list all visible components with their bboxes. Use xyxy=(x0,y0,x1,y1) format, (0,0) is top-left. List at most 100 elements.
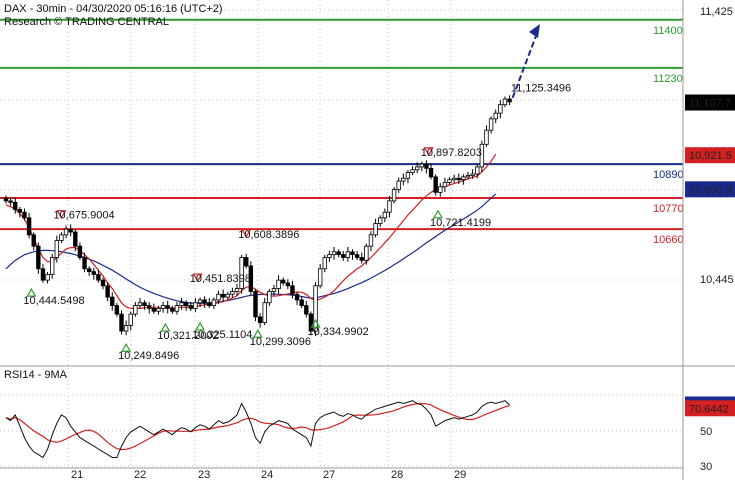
swing-low-marker xyxy=(160,322,171,332)
price-tag-label: 10,800.9 xyxy=(689,184,732,196)
candle-body xyxy=(451,177,457,181)
candle-body xyxy=(438,186,443,193)
candle-body xyxy=(77,245,83,258)
level-label: 11400 xyxy=(653,25,683,37)
candle-body xyxy=(364,245,369,261)
candle-body xyxy=(401,177,406,182)
candle-body xyxy=(502,98,508,106)
candle-body xyxy=(193,302,198,309)
candle-body xyxy=(96,274,101,281)
candle-body xyxy=(114,305,120,315)
swing-low-marker xyxy=(121,343,132,352)
candle-body xyxy=(493,112,498,120)
candle-body xyxy=(428,167,434,178)
rsi-panel: 73.321570.6442 xyxy=(5,396,735,459)
ma-slow-line xyxy=(5,193,497,304)
swing-low-marker xyxy=(195,321,206,331)
candle-body xyxy=(382,211,388,219)
candle-body xyxy=(174,305,180,312)
price-tag-label: 11,107.7 xyxy=(689,98,731,110)
price-tag-label: 10,921.5 xyxy=(689,150,732,162)
forecast-arrow-head xyxy=(529,24,540,38)
candle-body xyxy=(368,234,374,247)
candle-body xyxy=(225,293,230,298)
rsi-tick-label: 50 xyxy=(700,426,712,438)
candle-body xyxy=(40,268,46,281)
candle-body xyxy=(465,175,471,178)
forecast-arrow-shaft xyxy=(511,35,537,99)
candle-body xyxy=(156,308,161,312)
candle-body xyxy=(8,200,13,203)
x-tick-label: 29 xyxy=(454,469,466,480)
price-annotation: 10,608.3896 xyxy=(238,229,299,241)
candle-body xyxy=(142,302,147,306)
candle-body xyxy=(442,182,448,188)
candle-body xyxy=(294,293,300,301)
candle-body xyxy=(271,288,277,292)
price-annotation: 10,721.4199 xyxy=(430,217,491,229)
candle-body xyxy=(17,208,23,213)
forecast-arrow xyxy=(511,24,540,99)
swing-low-marker xyxy=(26,287,37,297)
candle-body xyxy=(419,163,424,168)
level-label: 10660 xyxy=(653,234,684,246)
candle-body xyxy=(234,288,240,292)
candle-body xyxy=(63,228,69,236)
price-annotation: 10,249.8496 xyxy=(118,350,179,362)
price-annotation: 10,334.9902 xyxy=(308,326,369,338)
price-annotation: 10,451.8398 xyxy=(190,273,251,285)
candle-body xyxy=(248,265,254,292)
support-resistance-levels: 11400 11230 10890 10770 10660 xyxy=(0,18,684,246)
candle-body xyxy=(461,176,466,181)
candle-body xyxy=(447,179,452,183)
price-tag-bg xyxy=(685,94,735,111)
candle-body xyxy=(396,180,401,190)
rsi-line xyxy=(5,400,510,459)
candle-body xyxy=(13,201,18,210)
price-annotation: 10,897.8203 xyxy=(421,147,482,159)
candle-body xyxy=(220,293,226,298)
candle-body xyxy=(54,240,60,258)
rsi-tag-bg xyxy=(685,400,735,417)
candle-body xyxy=(253,291,258,318)
candle-body xyxy=(405,172,411,179)
candle-body xyxy=(424,163,429,169)
candle-body xyxy=(100,279,106,287)
level-label: 10890 xyxy=(653,169,684,181)
candle-body xyxy=(110,296,115,306)
swing-high-marker xyxy=(241,229,252,238)
candle-body xyxy=(280,279,286,284)
candle-body xyxy=(244,257,249,267)
candle-body xyxy=(160,305,166,309)
price-annotations: 11,125.3496 10,897.8203 10,721.4199 10,675.… xyxy=(23,83,571,363)
swing-high-marker xyxy=(423,147,434,157)
candle-body xyxy=(230,291,235,295)
candle-body xyxy=(313,285,318,332)
x-tick-label: 23 xyxy=(198,469,210,480)
candle-body xyxy=(456,177,461,181)
rsi-tag-label: 70.6442 xyxy=(689,403,729,415)
y-tick-label: 11,425 xyxy=(700,6,733,18)
candle-body xyxy=(86,268,92,273)
candle-body xyxy=(299,299,304,306)
candle-body xyxy=(507,98,512,103)
candle-body xyxy=(308,313,314,332)
price-annotation: 11,125.3496 xyxy=(511,83,571,95)
swing-markers xyxy=(26,147,444,352)
candle-body xyxy=(433,176,438,193)
candle-body xyxy=(216,293,221,301)
candle-body xyxy=(354,254,360,258)
candle-body xyxy=(197,299,203,304)
candle-body xyxy=(151,308,157,312)
swing-low-marker xyxy=(310,318,321,328)
x-tick-label: 27 xyxy=(323,469,335,480)
level-label: 10770 xyxy=(653,203,684,215)
candle-body xyxy=(105,285,110,298)
price-annotation: 10,675.9004 xyxy=(53,210,114,222)
candle-body xyxy=(45,274,50,281)
candle-body xyxy=(207,302,212,306)
swing-low-marker xyxy=(252,329,263,338)
candle-body xyxy=(414,166,420,171)
